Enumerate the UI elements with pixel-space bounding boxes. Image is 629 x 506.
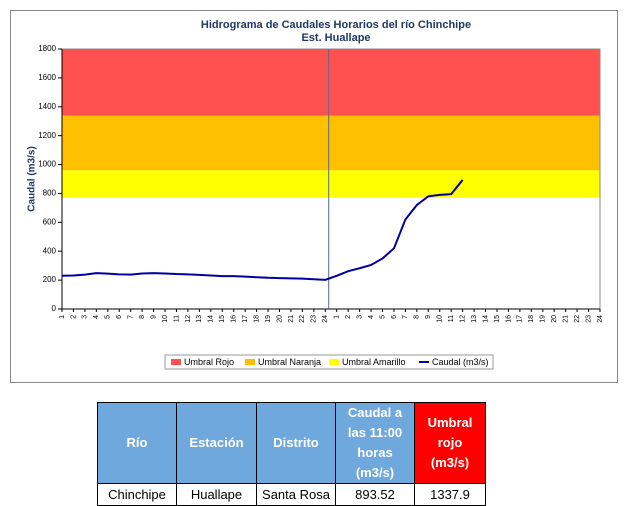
header-cell: Distrito [256,402,336,484]
x-tick-label: 11 [448,315,455,322]
legend-label: Caudal (m3/s) [432,357,489,367]
y-tick-label: 800 [43,189,57,198]
x-tick-label: 4 [368,315,375,319]
x-tick-label: 6 [116,315,123,319]
x-tick-label: 22 [574,315,581,323]
header-cell: Estación [176,402,257,484]
y-tick-label: 1600 [38,73,56,82]
x-tick-label: 22 [299,315,306,323]
x-tick-label: 6 [391,315,398,319]
chart-subtitle: Est. Huallape [301,32,370,44]
y-tick-label: 0 [52,304,57,313]
header-cell: Caudal a las 11:00 horas (m3/s) [335,402,415,484]
x-tick-label: 11 [173,315,180,322]
legend-swatch [171,359,181,365]
data-line [61,179,464,281]
y-tick-label: 400 [43,246,57,255]
x-tick-label: 2 [70,315,77,319]
y-tick-label: 1800 [38,44,56,53]
x-tick-label: 8 [414,315,421,319]
x-tick-label: 23 [311,315,318,323]
legend-label: Umbral Amarillo [342,357,406,367]
threshold-band [62,49,600,116]
y-tick-label: 1200 [38,131,56,140]
x-tick-label: 15 [219,315,226,323]
x-tick-label: 13 [471,315,478,323]
x-tick-label: 16 [231,315,238,323]
x-tick-label: 5 [379,315,386,319]
x-tick-label: 19 [265,315,272,323]
x-tick-label: 8 [139,315,146,319]
x-tick-label: 3 [82,315,89,319]
x-tick-label: 9 [150,315,157,319]
x-tick-label: 24 [322,315,329,323]
y-tick-label: 1000 [38,160,56,169]
y-tick-label: 600 [43,217,57,226]
summary-table: Río Estación Distrito Caudal a las 11:00… [97,402,486,506]
header-cell: Umbral rojo (m3/s) [414,402,486,484]
y-tick-label: 200 [43,275,57,284]
x-tick-label: 15 [494,315,501,323]
cell: 893.52 [335,483,415,506]
x-tick-label: 18 [528,315,535,323]
x-tick-label: 18 [253,315,260,323]
x-tick-label: 20 [276,315,283,323]
legend-swatch [245,359,255,365]
x-tick-label: 1 [59,315,66,319]
x-tick-label: 2 [345,315,352,319]
x-tick-label: 12 [459,315,466,323]
x-tick-label: 9 [425,315,432,319]
threshold-band [62,115,600,171]
header-cell: Río [97,402,177,484]
x-tick-label: 16 [505,315,512,323]
legend-swatch [329,359,339,365]
chart: Hidrograma de Caudales Horarios del río … [10,10,618,383]
y-tick-label: 1400 [38,102,56,111]
legend-label: Umbral Rojo [184,357,234,367]
threshold-band [62,170,600,198]
x-tick-label: 17 [517,315,524,323]
x-tick-label: 3 [356,315,363,319]
x-tick-label: 10 [437,315,444,323]
y-axis-label: Caudal (m3/s) [27,146,38,212]
x-tick-label: 12 [185,315,192,323]
chart-title: Hidrograma de Caudales Horarios del río … [201,19,471,31]
x-tick-label: 21 [563,315,570,323]
x-tick-label: 10 [162,315,169,323]
x-tick-label: 17 [242,315,249,323]
x-tick-label: 21 [288,315,295,323]
cell: 1337.9 [414,483,486,506]
x-tick-label: 14 [208,315,215,323]
x-tick-label: 20 [551,315,558,323]
x-tick-label: 5 [105,315,112,319]
x-tick-label: 7 [402,315,409,319]
x-tick-label: 19 [540,315,547,323]
legend-label: Umbral Naranja [258,357,321,367]
x-tick-label: 23 [585,315,592,323]
x-tick-label: 4 [93,315,100,319]
x-tick-label: 24 [597,315,604,323]
cell: Santa Rosa [256,483,336,506]
cell: Huallape [176,483,257,506]
x-tick-label: 7 [128,315,135,319]
x-tick-label: 13 [196,315,203,323]
x-tick-label: 1 [334,315,341,319]
cell: Chinchipe [97,483,177,506]
x-tick-label: 14 [482,315,489,323]
